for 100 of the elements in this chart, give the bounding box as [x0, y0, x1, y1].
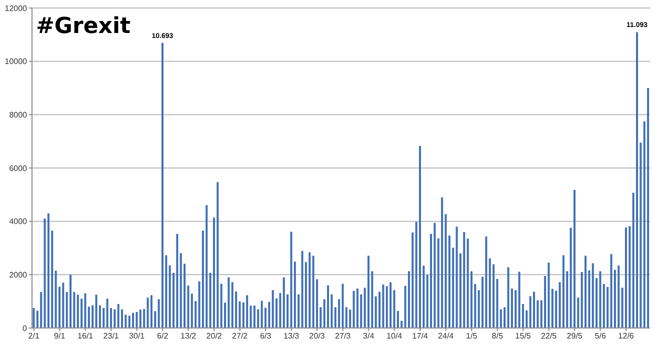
bar: [168, 265, 171, 328]
bar: [592, 263, 594, 328]
bar: [282, 277, 285, 328]
bar: [180, 253, 182, 328]
bar: [386, 286, 388, 328]
chart-title: #Grexit: [36, 14, 131, 39]
bar: [412, 232, 414, 328]
bar: [610, 254, 612, 328]
bar: [602, 284, 605, 328]
bar: [279, 293, 282, 328]
bar: [500, 309, 502, 328]
bar: [190, 294, 193, 328]
x-tick-label: 6/2: [157, 332, 169, 341]
x-tick-label: 20/2: [206, 332, 222, 341]
bar: [488, 258, 491, 328]
bar: [584, 256, 587, 328]
bar: [70, 274, 72, 328]
x-tick-label: 30/1: [129, 332, 146, 341]
bar: [40, 292, 42, 328]
bar: [106, 298, 108, 328]
bar: [308, 252, 311, 328]
x-tick-label: 13/3: [284, 332, 300, 341]
bar: [636, 32, 638, 328]
bar: [150, 295, 152, 328]
bar: [628, 226, 631, 328]
y-tick-label: 12000: [4, 4, 28, 13]
bar: [146, 298, 149, 328]
bar: [463, 232, 466, 328]
bar: [62, 282, 64, 328]
x-tick-label: 24/4: [438, 332, 454, 341]
bar: [507, 267, 510, 328]
bar: [441, 197, 444, 328]
x-tick-label: 1/5: [466, 332, 478, 341]
bar: [220, 284, 222, 328]
x-tick-label: 8/5: [492, 332, 504, 341]
bar: [250, 306, 252, 328]
y-tick-label: 2000: [9, 270, 28, 280]
x-tick-label: 23/1: [103, 332, 120, 341]
y-tick-label: 8000: [9, 110, 28, 120]
bar: [117, 304, 120, 328]
bar: [132, 312, 134, 328]
bar: [485, 236, 488, 328]
y-tick-label: 10000: [4, 57, 28, 66]
bar: [345, 307, 348, 328]
bar: [367, 256, 370, 328]
bar: [76, 294, 79, 328]
x-tick-label: 3/4: [363, 332, 375, 341]
x-tick-label: 2/1: [28, 332, 40, 341]
bar: [606, 286, 609, 328]
bar: [294, 262, 296, 328]
bar: [555, 290, 558, 328]
bar: [268, 302, 270, 328]
bar: [382, 284, 384, 328]
x-tick-label: 29/5: [566, 332, 583, 341]
bar: [434, 222, 436, 328]
x-tick-label: 27/3: [335, 332, 352, 341]
bar: [456, 226, 458, 328]
x-tick-label: 20/3: [309, 332, 326, 341]
bar: [301, 250, 304, 328]
bar: [128, 316, 130, 328]
bar: [95, 294, 98, 328]
bar: [32, 308, 35, 328]
x-tick-label: 5/6: [594, 332, 606, 341]
bar: [342, 284, 344, 328]
bar: [260, 300, 263, 328]
bar: [548, 262, 550, 328]
bar: [216, 182, 219, 328]
bar: [92, 305, 94, 328]
bar: [466, 238, 469, 328]
bar: [102, 308, 105, 328]
bar: [253, 306, 256, 328]
bar: [176, 234, 178, 328]
bar: [551, 288, 554, 328]
bar: [312, 256, 314, 328]
x-tick-label: 27/2: [232, 332, 248, 341]
bar: [228, 277, 230, 328]
bar: [327, 285, 330, 328]
bar: [272, 290, 274, 328]
bar: [390, 282, 392, 328]
bar: [231, 282, 234, 328]
bar: [514, 290, 517, 328]
x-tick-label: 13/2: [180, 332, 197, 341]
bar: [573, 190, 576, 328]
bar: [518, 272, 520, 328]
bar: [396, 310, 399, 328]
bar: [448, 235, 450, 328]
x-tick-label: 22/5: [541, 332, 558, 341]
bar: [143, 309, 146, 328]
bar: [418, 146, 421, 328]
bar: [136, 312, 138, 328]
bar: [533, 292, 536, 328]
bar: [206, 205, 208, 328]
bar: [47, 213, 50, 328]
bar: [349, 310, 352, 328]
y-tick-label: 4000: [9, 217, 28, 226]
bar: [114, 309, 116, 328]
y-tick-label: 0: [22, 324, 28, 333]
bar: [562, 255, 564, 328]
x-tick-label: 12/6: [618, 332, 634, 341]
x-tick-label: 17/4: [412, 332, 428, 341]
